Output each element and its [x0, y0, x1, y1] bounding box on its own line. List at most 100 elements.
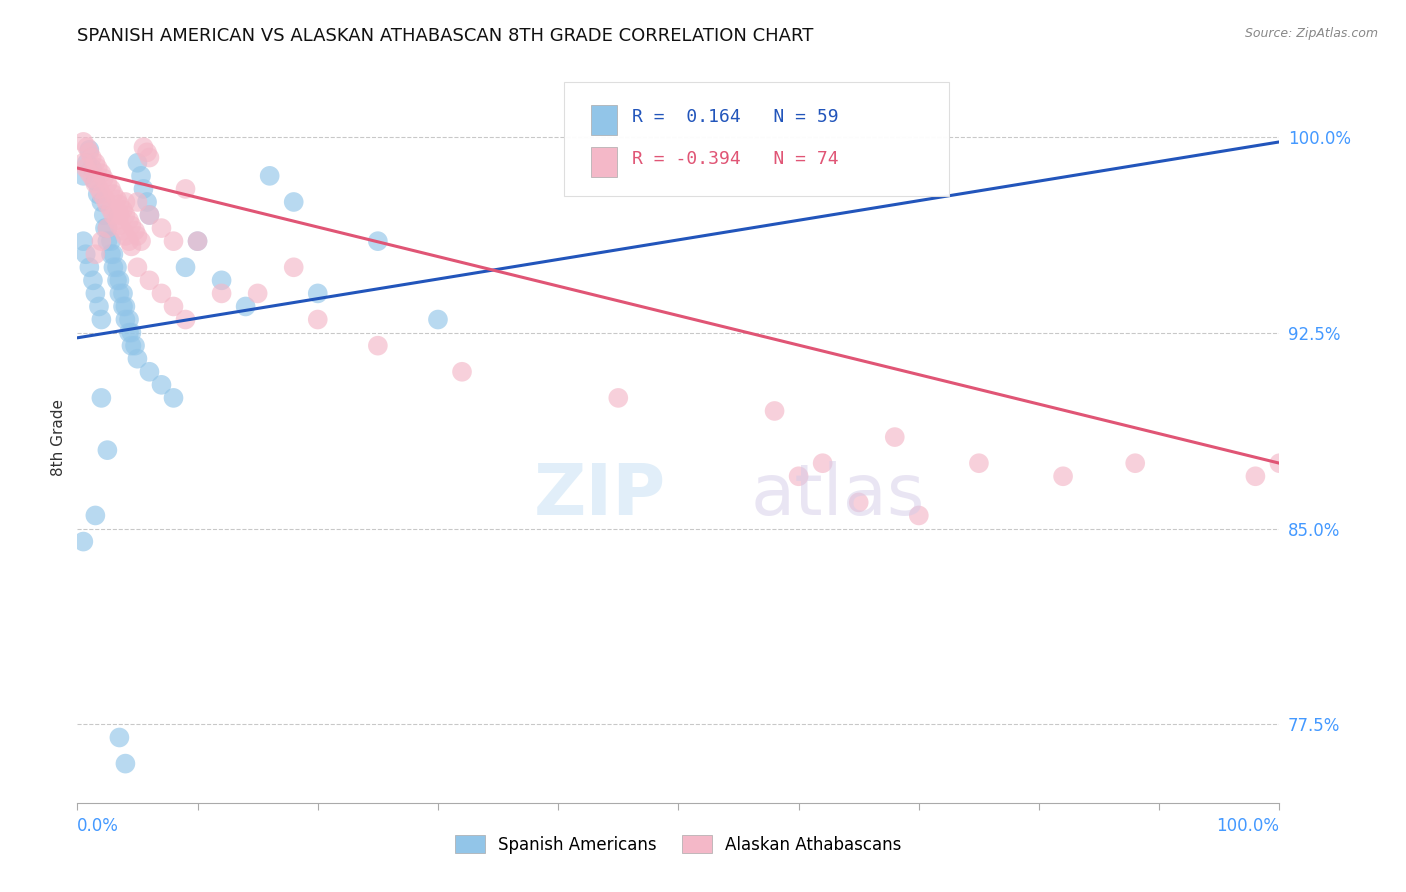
Point: [75, 247, 97, 261]
Point: [136, 145, 159, 160]
Point: [114, 300, 136, 314]
Point: [174, 260, 197, 275]
Point: [79, 143, 101, 157]
Point: [186, 234, 209, 248]
Point: [132, 182, 155, 196]
Point: [100, 247, 122, 261]
Point: [93, 208, 115, 222]
Point: [82, 171, 104, 186]
FancyBboxPatch shape: [591, 147, 617, 177]
Point: [162, 391, 184, 405]
Point: [174, 182, 197, 196]
Point: [84, 155, 107, 169]
Point: [108, 208, 131, 222]
Point: [138, 208, 160, 222]
Point: [150, 221, 173, 235]
Point: [72, 155, 94, 169]
Point: [72, 169, 94, 183]
Point: [87, 187, 110, 202]
Point: [96, 197, 118, 211]
Point: [90, 166, 112, 180]
Point: [129, 169, 152, 183]
Point: [127, 351, 149, 366]
Point: [114, 194, 136, 209]
Text: 100.0%: 100.0%: [1216, 817, 1279, 836]
Point: [111, 224, 134, 238]
Point: [211, 273, 233, 287]
Text: R = -0.394   N = 74: R = -0.394 N = 74: [631, 150, 838, 168]
Point: [79, 166, 101, 180]
Point: [1123, 456, 1146, 470]
Point: [84, 177, 107, 191]
Point: [120, 219, 142, 233]
Point: [132, 140, 155, 154]
Point: [967, 456, 990, 470]
Point: [848, 495, 870, 509]
Point: [96, 221, 118, 235]
Text: Source: ZipAtlas.com: Source: ZipAtlas.com: [1244, 27, 1378, 40]
Point: [908, 508, 931, 523]
Point: [96, 443, 118, 458]
Point: [127, 228, 149, 243]
Point: [100, 202, 122, 217]
Point: [111, 300, 134, 314]
Point: [162, 234, 184, 248]
Point: [150, 286, 173, 301]
Point: [1052, 469, 1074, 483]
Point: [105, 273, 128, 287]
Point: [90, 194, 112, 209]
Point: [105, 192, 128, 206]
Point: [259, 169, 281, 183]
Point: [127, 194, 149, 209]
Point: [111, 286, 134, 301]
FancyBboxPatch shape: [591, 105, 617, 135]
Y-axis label: 8th Grade: 8th Grade: [51, 399, 66, 475]
Point: [124, 338, 146, 352]
Point: [90, 234, 112, 248]
Point: [75, 161, 97, 175]
Point: [367, 234, 389, 248]
Point: [283, 260, 305, 275]
Point: [118, 234, 141, 248]
Point: [120, 326, 142, 340]
Point: [883, 430, 905, 444]
Point: [108, 197, 131, 211]
Point: [96, 221, 118, 235]
Point: [108, 219, 131, 233]
Point: [76, 155, 98, 169]
Point: [87, 300, 110, 314]
FancyBboxPatch shape: [564, 82, 949, 195]
Point: [118, 312, 141, 326]
Point: [72, 135, 94, 149]
Point: [80, 151, 103, 165]
Point: [787, 469, 810, 483]
Point: [90, 312, 112, 326]
Point: [96, 234, 118, 248]
Point: [103, 187, 125, 202]
Point: [114, 312, 136, 326]
Point: [82, 273, 104, 287]
Text: ZIP: ZIP: [534, 461, 666, 530]
Point: [138, 273, 160, 287]
Point: [235, 300, 257, 314]
Point: [1268, 456, 1291, 470]
Point: [76, 140, 98, 154]
Point: [111, 202, 134, 217]
Point: [94, 192, 117, 206]
Point: [72, 534, 94, 549]
Point: [79, 260, 101, 275]
Text: 0.0%: 0.0%: [77, 817, 120, 836]
Point: [72, 234, 94, 248]
Point: [105, 260, 128, 275]
Point: [108, 286, 131, 301]
Point: [108, 273, 131, 287]
Point: [427, 312, 450, 326]
Text: atlas: atlas: [751, 461, 925, 530]
Point: [129, 234, 152, 248]
Point: [84, 174, 107, 188]
Point: [100, 234, 122, 248]
Point: [120, 338, 142, 352]
Point: [94, 221, 117, 235]
Point: [114, 756, 136, 771]
Point: [174, 312, 197, 326]
